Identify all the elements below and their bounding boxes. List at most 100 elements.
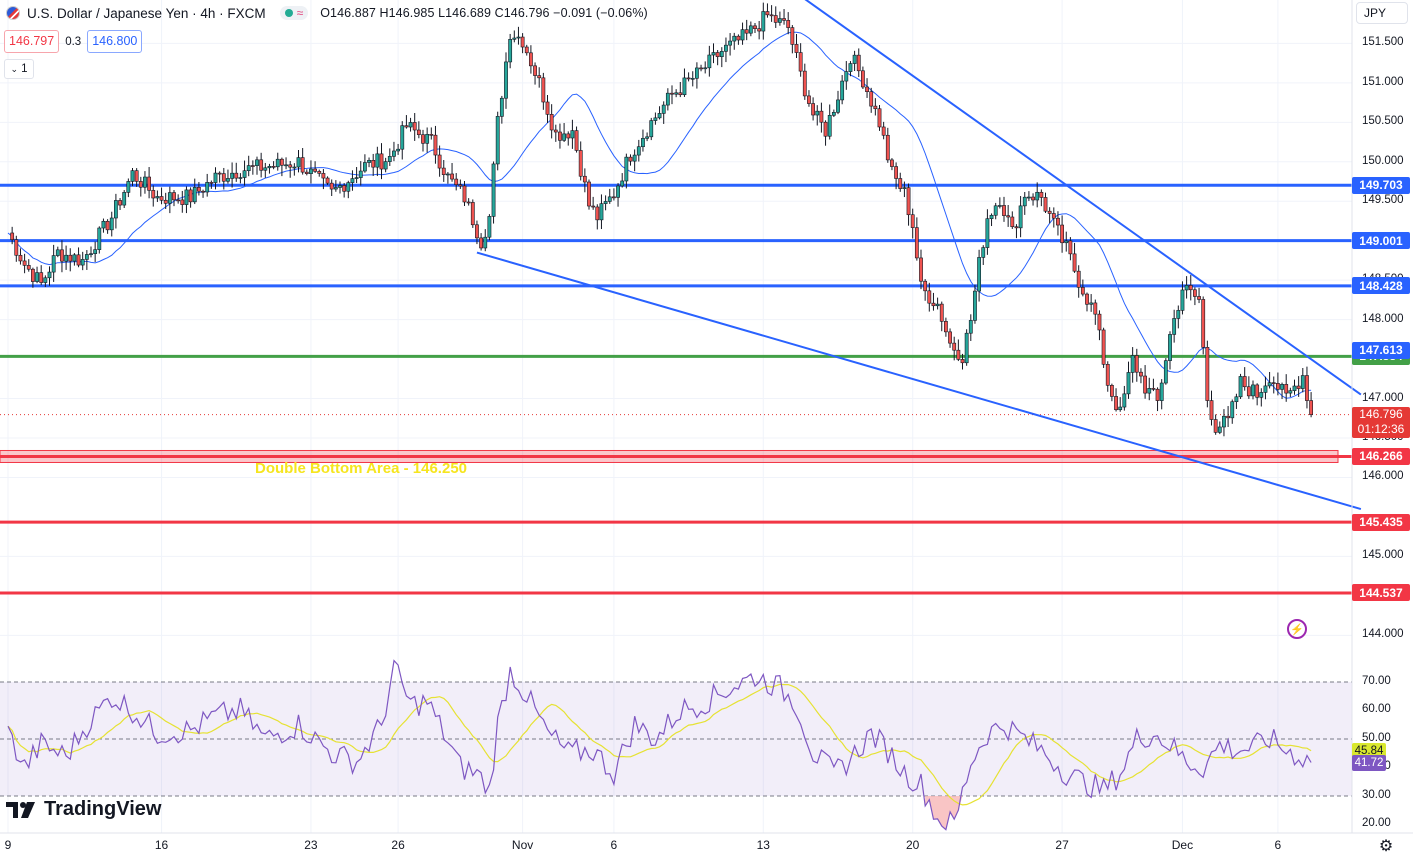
candle <box>665 88 670 111</box>
candle <box>869 87 874 113</box>
candle <box>1280 382 1284 400</box>
candle <box>919 249 923 290</box>
candle-body <box>383 161 388 170</box>
candle-body <box>172 192 176 201</box>
candle <box>607 188 612 204</box>
candle <box>707 45 712 77</box>
candle <box>383 157 388 173</box>
collapse-indicators-button[interactable]: ⌄ 1 <box>4 59 34 79</box>
candle <box>387 148 392 166</box>
candle-body <box>1226 415 1231 419</box>
candle-body <box>1101 329 1106 365</box>
candle <box>694 62 699 89</box>
market-status[interactable]: ≈ <box>279 6 309 20</box>
candle-body <box>1163 360 1168 384</box>
candle-body <box>736 35 741 41</box>
candle-body <box>89 253 93 255</box>
candle <box>379 143 384 180</box>
candle-body <box>757 28 762 32</box>
sell-button[interactable]: 146.797 <box>4 30 60 53</box>
candle-body <box>840 80 845 101</box>
candle <box>993 202 998 220</box>
candle-body <box>163 199 168 204</box>
candle <box>620 173 625 188</box>
candle <box>852 50 857 71</box>
candle-body <box>1217 426 1222 433</box>
candle <box>1093 299 1098 325</box>
candle-body <box>93 249 98 254</box>
candle <box>1035 182 1040 208</box>
candle-body <box>1143 375 1148 394</box>
candle-body <box>437 154 442 169</box>
candle-body <box>346 182 351 192</box>
candle-body <box>582 175 587 183</box>
candle <box>192 178 197 205</box>
candle-body <box>138 181 143 188</box>
candle <box>470 199 475 228</box>
candle <box>512 30 517 43</box>
candle-body <box>333 187 338 190</box>
candle <box>491 161 496 224</box>
candle-body <box>114 200 118 219</box>
candle <box>819 102 824 133</box>
current-price-tag: 146.796 01:12:36 <box>1352 406 1410 438</box>
tradingview-logo[interactable]: TradingView <box>6 798 161 821</box>
candle <box>97 226 102 254</box>
rsi-tick-label: 30.00 <box>1362 788 1391 801</box>
candle-body <box>1039 191 1044 198</box>
buy-button[interactable]: 146.800 <box>87 30 143 53</box>
candle <box>1151 378 1156 392</box>
currency-selector[interactable]: JPY <box>1356 2 1408 24</box>
candle-body <box>1002 205 1006 216</box>
candle <box>392 141 396 162</box>
candle-body <box>230 172 235 179</box>
flash-icon[interactable]: ⚡ <box>1287 619 1307 639</box>
candle <box>533 62 537 85</box>
indicator-count: 1 <box>21 63 28 75</box>
candle <box>528 45 533 74</box>
candle-body <box>151 190 156 199</box>
rsi-tick-label: 70.00 <box>1362 674 1391 687</box>
candle-body <box>246 165 251 172</box>
candle <box>445 171 450 184</box>
candle-body <box>176 199 181 202</box>
candle <box>902 181 907 198</box>
candle-body <box>60 249 64 262</box>
price-tick-label: 150.000 <box>1362 154 1404 167</box>
candle-body <box>508 39 513 63</box>
candle-body <box>678 92 683 96</box>
candle-body <box>1010 216 1015 228</box>
candle <box>176 194 181 204</box>
time-tick-label: 6 <box>610 838 618 852</box>
symbol-title[interactable]: U.S. Dollar / Japanese Yen · 4h · FXCM <box>27 5 266 21</box>
candle <box>516 26 521 45</box>
candle-body <box>993 205 998 216</box>
candle-body <box>1076 270 1081 288</box>
candle-body <box>620 180 625 187</box>
candle-body <box>1292 385 1297 391</box>
candle <box>30 267 35 288</box>
candle-body <box>611 196 616 199</box>
candle-body <box>130 170 135 182</box>
gear-icon[interactable]: ⚙ <box>1378 838 1394 855</box>
candle <box>250 160 255 175</box>
candle-body <box>304 171 309 174</box>
candle-body <box>1151 388 1156 390</box>
time-tick-label: Nov <box>511 838 534 852</box>
candle <box>180 190 185 213</box>
candle-body <box>43 277 48 283</box>
candle-body <box>562 133 567 141</box>
candle <box>840 75 845 105</box>
candle-body <box>143 176 147 188</box>
candle-body <box>1047 210 1052 214</box>
candle <box>375 146 380 177</box>
candle-body <box>786 20 791 28</box>
candle-body <box>533 65 537 76</box>
candle <box>284 157 288 170</box>
candle <box>479 233 484 251</box>
time-tick-label: 20 <box>906 838 920 852</box>
double-bottom-annotation[interactable]: Double Bottom Area - 146.250 <box>255 460 467 477</box>
candle-body <box>147 176 152 191</box>
candle-body <box>512 37 517 40</box>
